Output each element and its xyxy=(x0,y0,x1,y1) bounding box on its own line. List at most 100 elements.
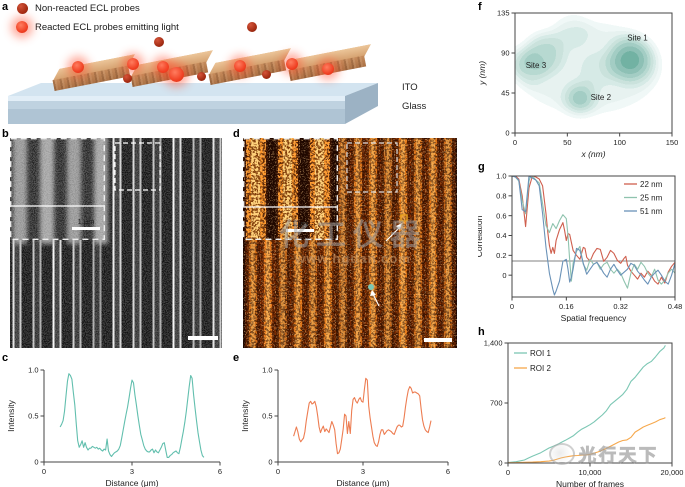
y-tick-label: 700 xyxy=(490,399,503,408)
y-tick-label: 45 xyxy=(501,89,509,98)
x-tick-label: 0 xyxy=(506,468,510,477)
y-tick-label: 0.5 xyxy=(262,412,272,421)
x-axis-label: x (nm) xyxy=(580,149,605,159)
ito-front-edge xyxy=(8,96,345,101)
ito-label: ITO xyxy=(402,82,418,93)
y-axis-label: y (nm) xyxy=(478,61,487,86)
legend-label: 25 nm xyxy=(640,193,663,202)
legend-label: ROI 2 xyxy=(530,364,551,373)
panel-label-c: c xyxy=(2,352,9,364)
panel-label-b: b xyxy=(2,128,9,140)
y-tick-label: 0 xyxy=(268,458,272,467)
y-tick-label: 0.4 xyxy=(496,231,506,240)
panel-label-e: e xyxy=(233,352,240,364)
x-tick-label: 0.48 xyxy=(668,302,683,311)
x-axis-label: Distance (μm) xyxy=(336,478,389,487)
ecl-image: 1 μm xyxy=(243,138,457,348)
axes: 0 3 6 0 0.5 1.0 Distance (μm) Intensity xyxy=(6,366,222,487)
glass-side-face xyxy=(345,83,378,124)
sem-inset: 1 μm xyxy=(10,138,108,244)
magnified-region-box xyxy=(114,142,161,191)
axes: 0 10,000 20,000 0 700 1,400 Number of frames Lo… xyxy=(478,339,683,487)
x-tick-label: 0 xyxy=(510,302,514,311)
legend-label: 22 nm xyxy=(640,180,663,189)
x-tick-label: 50 xyxy=(563,138,571,147)
y-axis-label: Correlation xyxy=(478,215,484,257)
sem-image: 1 μm xyxy=(10,138,222,348)
y-tick-label: 1.0 xyxy=(28,366,38,375)
reacted-probe xyxy=(72,61,84,73)
y-tick-label: 1.0 xyxy=(262,366,272,375)
intensity-profile-chart-sem: 0 3 6 0 0.5 1.0 Distance (μm) Intensity xyxy=(6,366,222,487)
axes: 0 3 6 0 0.5 1.0 Distance (μm) Intensity xyxy=(240,366,450,487)
inset-scale-label: 1 μm xyxy=(292,219,309,228)
axes: 0 50 100 150 0 45 90 135 x (nm) y (nm) xyxy=(478,9,678,159)
reacted-probe xyxy=(157,61,169,73)
y-tick-label: 0.2 xyxy=(496,251,506,260)
x-tick-label: 0 xyxy=(42,467,46,476)
x-axis-label: Spatial frequency xyxy=(561,313,627,322)
roi-marker-square xyxy=(400,214,408,222)
panel-label-a: a xyxy=(2,1,9,13)
localization-density-map: 0 50 100 150 0 45 90 135 x (nm) y (nm) Site 1 Site … xyxy=(478,9,678,159)
site-label-1: Site 1 xyxy=(627,34,648,43)
roi-arrow xyxy=(372,293,380,307)
x-tick-label: 6 xyxy=(446,467,450,476)
site-label-2: Site 2 xyxy=(591,93,612,102)
nonreacted-probe xyxy=(123,74,132,83)
x-tick-label: 0 xyxy=(513,138,517,147)
y-axis-label: Intensity xyxy=(6,399,16,431)
y-tick-label: 0 xyxy=(34,458,38,467)
y-tick-label: 0.5 xyxy=(28,412,38,421)
series-line-ecl-intensity-profile xyxy=(293,377,432,455)
x-tick-label: 6 xyxy=(218,467,222,476)
x-tick-label: 0 xyxy=(276,467,280,476)
y-tick-label: 135 xyxy=(497,9,510,18)
glass-front-highlight xyxy=(8,101,345,109)
x-tick-label: 20,000 xyxy=(661,468,684,477)
scale-bar xyxy=(424,338,452,342)
site-label-3: Site 3 xyxy=(526,61,547,70)
ito-top-face xyxy=(8,83,378,96)
reacted-probe xyxy=(127,58,139,70)
ecl-inset: 1 μm xyxy=(243,138,338,240)
inset-scale-bar xyxy=(72,227,100,230)
series-line-roi-1 xyxy=(507,345,666,464)
y-tick-label: 1,400 xyxy=(484,339,503,348)
legend-label: ROI 1 xyxy=(530,349,551,358)
nonreacted-probe xyxy=(262,70,271,79)
series-line-sem-intensity-profile xyxy=(59,373,205,458)
legend-nonreacted-label: Non-reacted ECL probes xyxy=(35,3,140,14)
nonreacted-probe xyxy=(197,72,206,81)
inset-border xyxy=(243,138,338,240)
series-line-roi-2 xyxy=(507,417,666,464)
y-tick-label: 90 xyxy=(501,49,509,58)
panel-label-d: d xyxy=(233,128,240,140)
y-tick-label: 0 xyxy=(502,271,506,280)
nonreacted-probe xyxy=(247,22,257,32)
roi-marker-circle xyxy=(368,284,374,290)
y-tick-label: 1.0 xyxy=(496,172,506,181)
intensity-profile-chart-ecl: 0 3 6 0 0.5 1.0 Distance (μm) Intensity xyxy=(240,366,450,487)
substrate-graphic xyxy=(8,83,378,124)
y-tick-label: 0 xyxy=(505,129,509,138)
legend-reacted-label: Reacted ECL probes emitting light xyxy=(35,21,179,33)
x-axis-label: Number of frames xyxy=(556,479,624,487)
frc-correlation-chart: 0 0.16 0.32 0.48 0 0.2 0.4 0.6 0.8 1.0 Spatial fre… xyxy=(478,172,682,322)
reacted-probe-icon xyxy=(16,21,28,33)
glass-label: Glass xyxy=(402,101,427,112)
nonreacted-probe-icon xyxy=(17,3,28,14)
legend-label: 51 nm xyxy=(640,207,663,216)
reacted-probe xyxy=(322,63,334,75)
x-tick-label: 10,000 xyxy=(579,468,602,477)
axes: 0 0.16 0.32 0.48 0 0.2 0.4 0.6 0.8 1.0 Spatial fre… xyxy=(478,172,682,322)
panel-label-g: g xyxy=(478,161,485,173)
x-tick-label: 0.16 xyxy=(559,302,574,311)
x-tick-label: 3 xyxy=(361,467,365,476)
y-tick-label: 0.8 xyxy=(496,191,506,200)
magnified-region-box xyxy=(346,142,398,193)
reacted-probe xyxy=(234,60,246,72)
y-axis-label: Intensity xyxy=(240,399,250,431)
series-line-25-nm xyxy=(511,175,676,289)
